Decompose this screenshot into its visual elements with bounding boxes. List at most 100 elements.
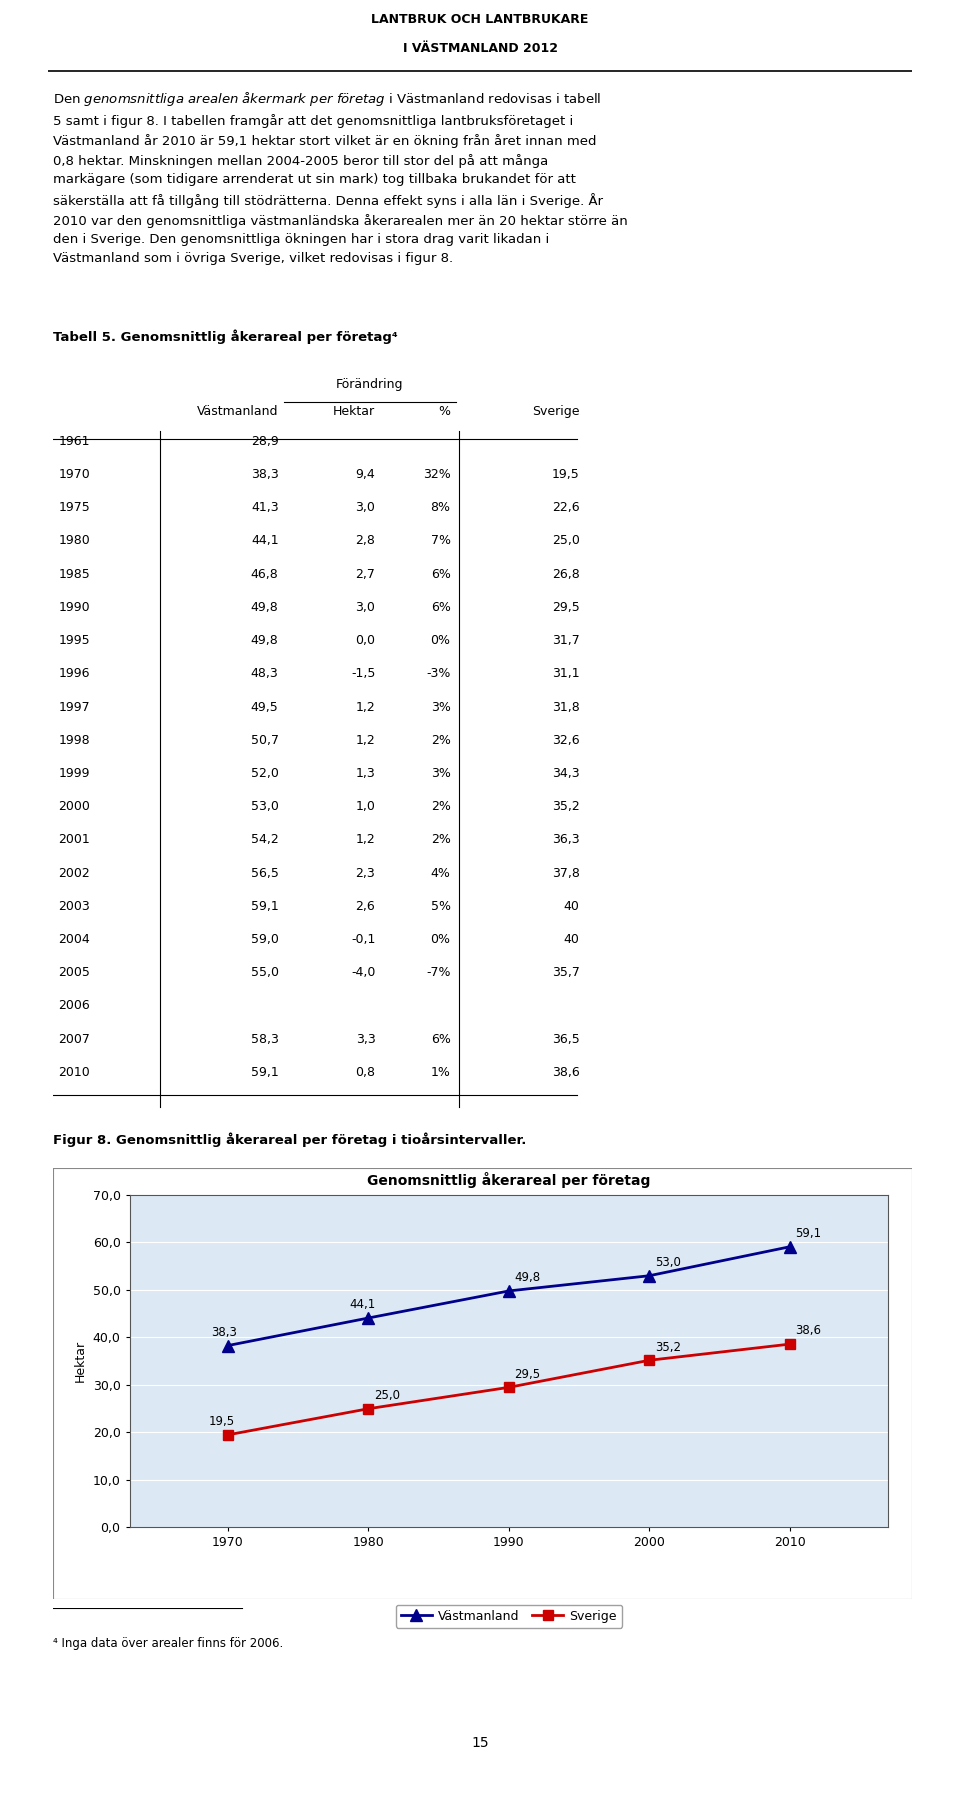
Text: 38,3: 38,3 (211, 1326, 237, 1339)
Title: Genomsnittlig åkerareal per företag: Genomsnittlig åkerareal per företag (367, 1172, 651, 1188)
Text: 0,8: 0,8 (355, 1066, 375, 1078)
Text: 1995: 1995 (59, 634, 90, 647)
Text: 2,3: 2,3 (355, 866, 375, 879)
Text: 34,3: 34,3 (552, 767, 580, 780)
Text: 0%: 0% (431, 933, 450, 945)
Text: 38,6: 38,6 (795, 1324, 821, 1337)
Legend: Västmanland, Sverige: Västmanland, Sverige (396, 1605, 622, 1628)
Text: 8%: 8% (431, 501, 450, 514)
Text: 53,0: 53,0 (655, 1256, 681, 1269)
Text: 1996: 1996 (59, 667, 89, 681)
Text: 2003: 2003 (59, 900, 90, 913)
Text: 29,5: 29,5 (552, 600, 580, 615)
Text: 58,3: 58,3 (251, 1033, 278, 1046)
Y-axis label: Hektar: Hektar (74, 1341, 87, 1382)
Text: 4%: 4% (431, 866, 450, 879)
Text: -4,0: -4,0 (351, 967, 375, 979)
Text: -0,1: -0,1 (351, 933, 375, 945)
Text: 1961: 1961 (59, 435, 89, 447)
Text: 49,8: 49,8 (515, 1270, 540, 1285)
Text: Förändring: Förändring (336, 377, 404, 392)
Text: 1997: 1997 (59, 701, 90, 713)
Text: 5%: 5% (431, 900, 450, 913)
Text: 1970: 1970 (59, 467, 90, 482)
Text: 38,6: 38,6 (552, 1066, 580, 1078)
Text: 56,5: 56,5 (251, 866, 278, 879)
Text: 19,5: 19,5 (208, 1414, 234, 1429)
Text: 2000: 2000 (59, 800, 90, 814)
Text: %: % (439, 404, 450, 417)
Text: 59,1: 59,1 (251, 900, 278, 913)
Text: 2010: 2010 (59, 1066, 90, 1078)
Text: 22,6: 22,6 (552, 501, 580, 514)
Text: 32%: 32% (422, 467, 450, 482)
Text: 54,2: 54,2 (251, 834, 278, 846)
Text: 32,6: 32,6 (552, 733, 580, 748)
Text: 2%: 2% (431, 733, 450, 748)
Text: 2,6: 2,6 (355, 900, 375, 913)
Text: 1,2: 1,2 (355, 701, 375, 713)
Text: 2002: 2002 (59, 866, 90, 879)
Text: 49,8: 49,8 (251, 634, 278, 647)
Text: 28,9: 28,9 (251, 435, 278, 447)
Text: 59,1: 59,1 (795, 1227, 822, 1240)
Text: Figur 8. Genomsnittlig åkerareal per företag i tioårsintervaller.: Figur 8. Genomsnittlig åkerareal per för… (53, 1132, 526, 1146)
Text: 53,0: 53,0 (251, 800, 278, 814)
Text: 1975: 1975 (59, 501, 90, 514)
Text: 19,5: 19,5 (552, 467, 580, 482)
Text: 49,8: 49,8 (251, 600, 278, 615)
Text: 25,0: 25,0 (373, 1389, 400, 1402)
Text: 2005: 2005 (59, 967, 90, 979)
Text: 1999: 1999 (59, 767, 89, 780)
Text: -7%: -7% (426, 967, 450, 979)
Text: 1990: 1990 (59, 600, 90, 615)
Text: LANTBRUK OCH LANTBRUKARE: LANTBRUK OCH LANTBRUKARE (372, 13, 588, 25)
Text: 44,1: 44,1 (348, 1297, 375, 1312)
Text: 6%: 6% (431, 568, 450, 580)
Text: 31,8: 31,8 (552, 701, 580, 713)
Text: 2006: 2006 (59, 999, 90, 1012)
Text: 59,0: 59,0 (251, 933, 278, 945)
Text: 37,8: 37,8 (552, 866, 580, 879)
Text: 2%: 2% (431, 800, 450, 814)
Text: Västmanland: Västmanland (197, 404, 278, 417)
Text: 35,7: 35,7 (552, 967, 580, 979)
Text: 36,5: 36,5 (552, 1033, 580, 1046)
Text: Sverige: Sverige (532, 404, 580, 417)
Text: ⁴ Inga data över arealer finns för 2006.: ⁴ Inga data över arealer finns för 2006. (53, 1637, 283, 1650)
Text: 3,3: 3,3 (355, 1033, 375, 1046)
Text: 7%: 7% (431, 534, 450, 548)
Text: 25,0: 25,0 (552, 534, 580, 548)
Text: 41,3: 41,3 (251, 501, 278, 514)
Text: 2001: 2001 (59, 834, 90, 846)
Text: Den $\it{genomsnittliga\ arealen\ åkermark\ per\ företag}$ i Västmanland redovis: Den $\it{genomsnittliga\ arealen\ åkerma… (53, 90, 628, 264)
Text: 1998: 1998 (59, 733, 90, 748)
Text: 1,3: 1,3 (355, 767, 375, 780)
Text: 48,3: 48,3 (251, 667, 278, 681)
Text: 31,1: 31,1 (552, 667, 580, 681)
Text: 55,0: 55,0 (251, 967, 278, 979)
Text: 52,0: 52,0 (251, 767, 278, 780)
Text: 2%: 2% (431, 834, 450, 846)
Text: 3,0: 3,0 (355, 600, 375, 615)
Text: 40: 40 (564, 900, 580, 913)
Text: 3%: 3% (431, 767, 450, 780)
Text: -3%: -3% (426, 667, 450, 681)
Text: 2,8: 2,8 (355, 534, 375, 548)
Text: 1985: 1985 (59, 568, 90, 580)
Text: 3%: 3% (431, 701, 450, 713)
Text: Tabell 5. Genomsnittlig åkerareal per företag⁴: Tabell 5. Genomsnittlig åkerareal per fö… (53, 329, 397, 345)
Text: 15: 15 (471, 1736, 489, 1750)
Text: 6%: 6% (431, 1033, 450, 1046)
Text: 3,0: 3,0 (355, 501, 375, 514)
Text: 38,3: 38,3 (251, 467, 278, 482)
Text: 9,4: 9,4 (355, 467, 375, 482)
Text: Hektar: Hektar (333, 404, 375, 417)
Text: 1,0: 1,0 (355, 800, 375, 814)
Text: -1,5: -1,5 (351, 667, 375, 681)
Text: 29,5: 29,5 (515, 1368, 540, 1380)
Text: 1,2: 1,2 (355, 733, 375, 748)
Text: 2007: 2007 (59, 1033, 90, 1046)
Text: 40: 40 (564, 933, 580, 945)
Text: 35,2: 35,2 (552, 800, 580, 814)
